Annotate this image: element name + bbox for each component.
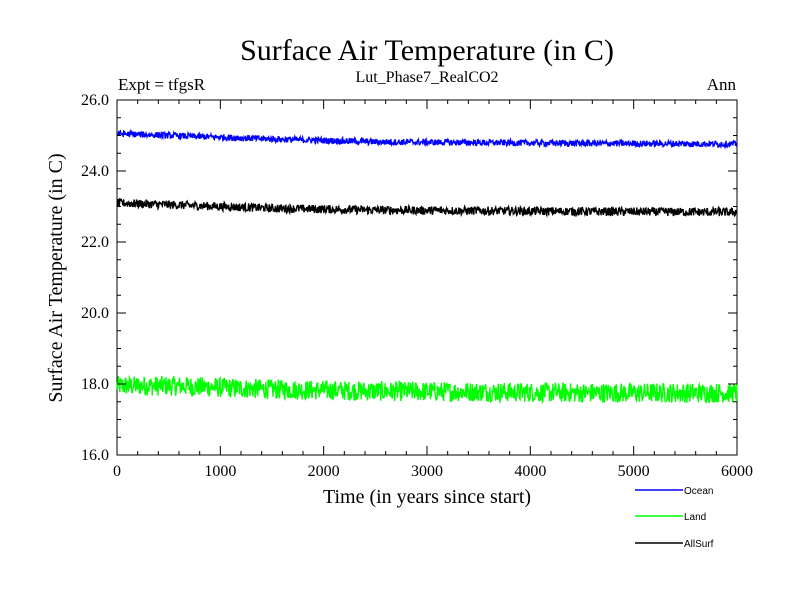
- expt-annotation: Expt = tfgsR: [118, 75, 206, 94]
- legend-label-land: Land: [684, 512, 706, 523]
- y-axis-label: Surface Air Temperature (in C): [45, 153, 67, 402]
- x-tick-label: 6000: [721, 463, 753, 480]
- y-tick-label: 22.0: [81, 234, 109, 251]
- series-line-allsurf: [116, 197, 738, 218]
- plot-frame: [116, 99, 738, 456]
- series-line-land: [116, 374, 738, 405]
- y-tick-label: 16.0: [81, 447, 109, 464]
- x-tick-label: 0: [113, 463, 121, 480]
- y-tick-label: 26.0: [81, 92, 109, 109]
- x-tick-label: 2000: [308, 463, 340, 480]
- y-tick-label: 24.0: [81, 163, 109, 180]
- legend-label-allsurf: AllSurf: [684, 539, 714, 550]
- series-line-ocean: [116, 128, 738, 150]
- x-axis-label: Time (in years since start): [323, 486, 531, 508]
- x-tick-label: 4000: [514, 463, 546, 480]
- x-tick-label: 1000: [204, 463, 236, 480]
- y-tick-label: 20.0: [81, 305, 109, 322]
- y-tick-label: 18.0: [81, 376, 109, 393]
- x-tick-label: 3000: [411, 463, 443, 480]
- legend-label-ocean: Ocean: [684, 486, 713, 497]
- chart-subtitle: Lut_Phase7_RealCO2: [355, 69, 498, 86]
- season-annotation: Ann: [707, 75, 737, 94]
- x-tick-label: 5000: [618, 463, 650, 480]
- chart-title: Surface Air Temperature (in C): [240, 34, 614, 67]
